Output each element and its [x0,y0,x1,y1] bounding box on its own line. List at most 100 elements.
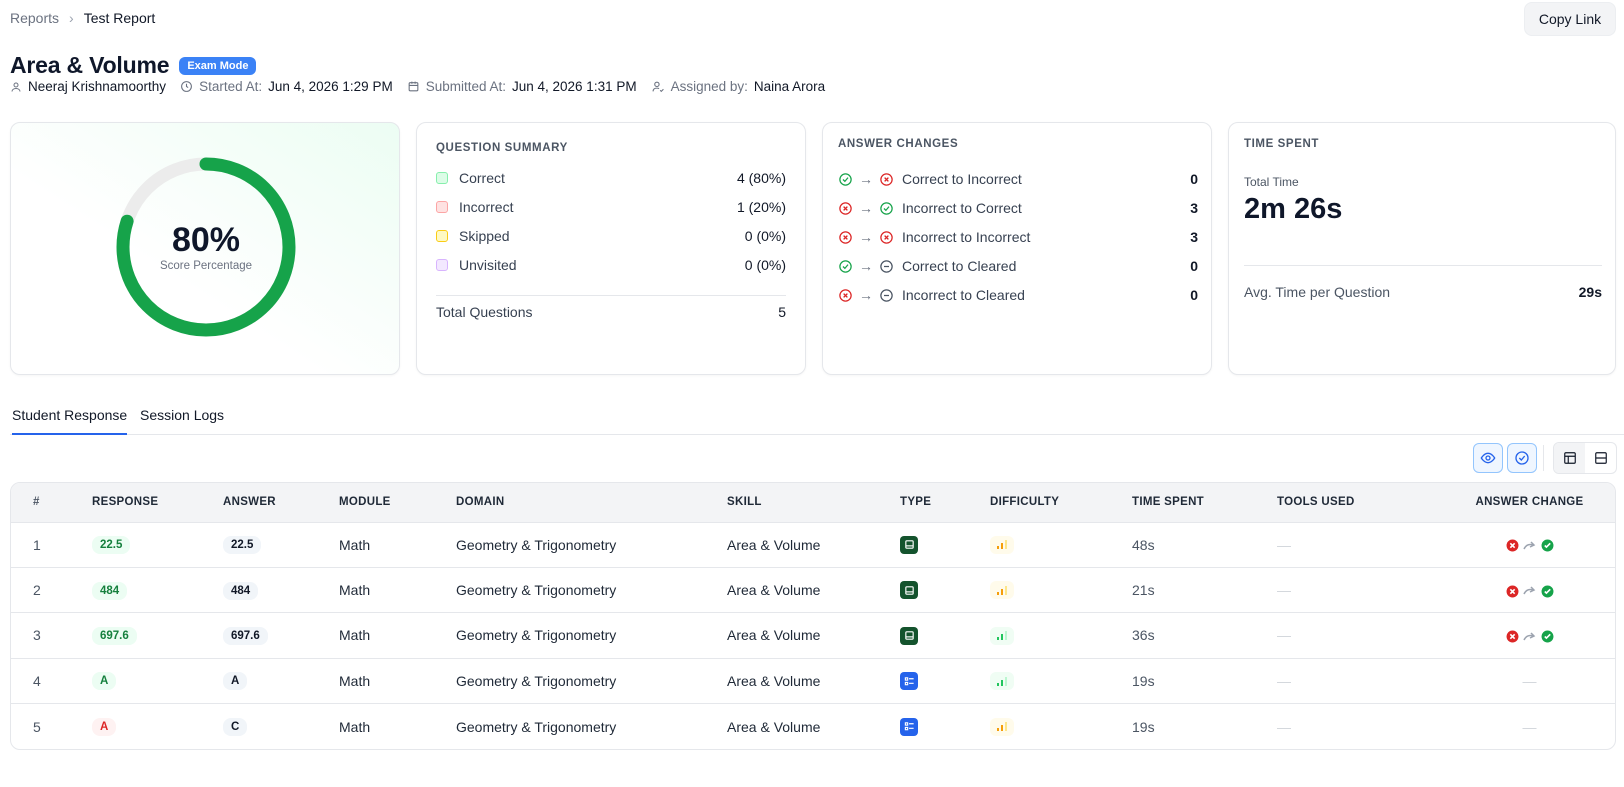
difficulty-cell [990,522,1132,567]
tools-used-cell: — [1277,522,1442,567]
grid-in-icon [900,535,918,554]
column-header-time-spent: TIME SPENT [1132,496,1205,509]
domain-cell: Geometry & Trigonometry [456,536,617,553]
no-change-dash: — [1522,718,1537,735]
column-header-answer: ANSWER [223,496,276,509]
redo-arrow-icon [1522,632,1535,641]
started-value: Jun 4, 2026 1:29 PM [268,79,393,94]
answer-cell: 484 [223,567,339,612]
question-number: 5 [33,718,41,735]
difficulty-medium-icon [990,717,1014,736]
student-meta: Neeraj Krishnamoorthy [10,79,166,94]
answer-change-cell [1442,613,1615,658]
skipped-swatch [436,230,448,242]
difficulty-cell [990,567,1132,612]
answer-change-label: Incorrect to Incorrect [902,229,1031,245]
donut-progress [116,157,296,337]
arrow-right-icon: → [859,171,873,187]
response-cell: A [92,704,223,749]
column-header-number: # [33,496,40,509]
answer-pill: 697.6 [223,626,268,645]
change-icons: → [838,200,902,216]
arrow-right-icon: → [859,229,873,245]
change-icons: → [838,287,902,303]
response-cell: 697.6 [92,613,223,658]
answer-cell: C [223,704,339,749]
time-spent-cell: 48s [1132,536,1155,553]
type-cell [900,522,990,567]
change-icons: → [838,258,902,274]
summary-value: 4 (80%) [736,170,786,186]
table-row[interactable]: 5 A C Math Geometry & Trigonometry Area & Vol… [11,703,1615,749]
correct-swatch [436,172,448,184]
question-number: 4 [33,672,41,689]
column-header-response: RESPONSE [92,496,159,509]
grid-in-icon [900,581,918,600]
x-circle-icon [839,288,852,302]
chevron-right-icon: › [69,10,74,26]
tab-student-response[interactable]: Student Response [12,407,128,435]
summary-label: Skipped [459,228,510,244]
response-cell: 484 [92,567,223,612]
arrow-right-icon: → [859,200,873,216]
response-pill: 697.6 [92,626,137,645]
view-switcher [1553,442,1617,474]
answer-change-icons [1506,585,1554,598]
x-circle-icon [839,201,852,215]
cross-filled-icon [1506,585,1518,598]
tools-used-cell: — [1277,567,1442,612]
table-row[interactable]: 1 22.5 22.5 Math Geometry & Trigonometry Area… [11,522,1615,567]
assigned-meta: Assigned by: Naina Arora [651,79,826,94]
submitted-value: Jun 4, 2026 1:31 PM [512,79,637,94]
difficulty-cell [990,658,1132,703]
started-label: Started At: [199,79,263,94]
split-view-button[interactable] [1585,443,1616,473]
page-title: Area & Volume [10,52,170,78]
copy-link-button[interactable]: Copy Link [1524,2,1616,36]
response-pill: A [92,718,117,736]
table-row[interactable]: 4 A A Math Geometry & Trigonometry Area & Vol… [11,658,1615,703]
breadcrumb-current: Test Report [83,10,156,26]
response-pill: 22.5 [92,536,131,555]
question-number: 2 [33,582,41,599]
tab-session-logs[interactable]: Session Logs [140,407,225,423]
title-row: Area & Volume Exam Mode [10,52,257,79]
summary-label: Correct [459,170,505,186]
domain-cell: Geometry & Trigonometry [456,582,617,599]
arrow-right-icon: → [859,258,873,274]
skill-cell: Area & Volume [727,718,821,735]
arrow-right-icon: → [859,287,873,303]
assigned-value: Naina Arora [753,79,826,94]
time-spent-card: TIME SPENT Total Time 2m 26s Avg. Time p… [1228,122,1616,375]
check-filled-icon [1541,630,1553,643]
score-label: Score Percentage [159,260,253,272]
total-questions-value: 5 [778,304,786,320]
answer-change-row: → Incorrect to Correct 3 [838,200,1198,216]
show-responses-toggle[interactable] [1473,443,1503,473]
response-pill: A [92,672,117,691]
answer-change-cell: — [1442,658,1615,703]
tools-used-cell: — [1277,704,1442,749]
answer-pill: 22.5 [223,536,262,555]
column-header-difficulty: DIFFICULTY [990,496,1060,509]
question-number: 3 [33,627,41,644]
user-icon [11,82,21,92]
table-view-button[interactable] [1554,443,1585,473]
multiple-choice-icon [900,717,918,736]
total-questions-label: Total Questions [436,304,533,320]
module-cell: Math [339,582,371,599]
breadcrumb-reports-link[interactable]: Reports [10,10,60,26]
total-time-value: 2m 26s [1244,193,1343,225]
answer-cell: 22.5 [223,522,339,567]
summary-value: 0 (0%) [744,228,786,244]
table-row[interactable]: 2 484 484 Math Geometry & Trigonometry Area &… [11,567,1615,612]
difficulty-medium-icon [990,581,1014,600]
table-row[interactable]: 3 697.6 697.6 Math Geometry & Trigonometry Ar… [11,612,1615,658]
show-answers-toggle[interactable] [1507,443,1537,473]
answer-change-count: 0 [1190,287,1198,303]
check-circle-icon [880,201,893,215]
multiple-choice-icon [900,672,918,691]
summary-row-incorrect: Incorrect 1 (20%) [436,199,786,215]
x-circle-icon [880,172,893,186]
tools-used-value: — [1277,536,1291,553]
